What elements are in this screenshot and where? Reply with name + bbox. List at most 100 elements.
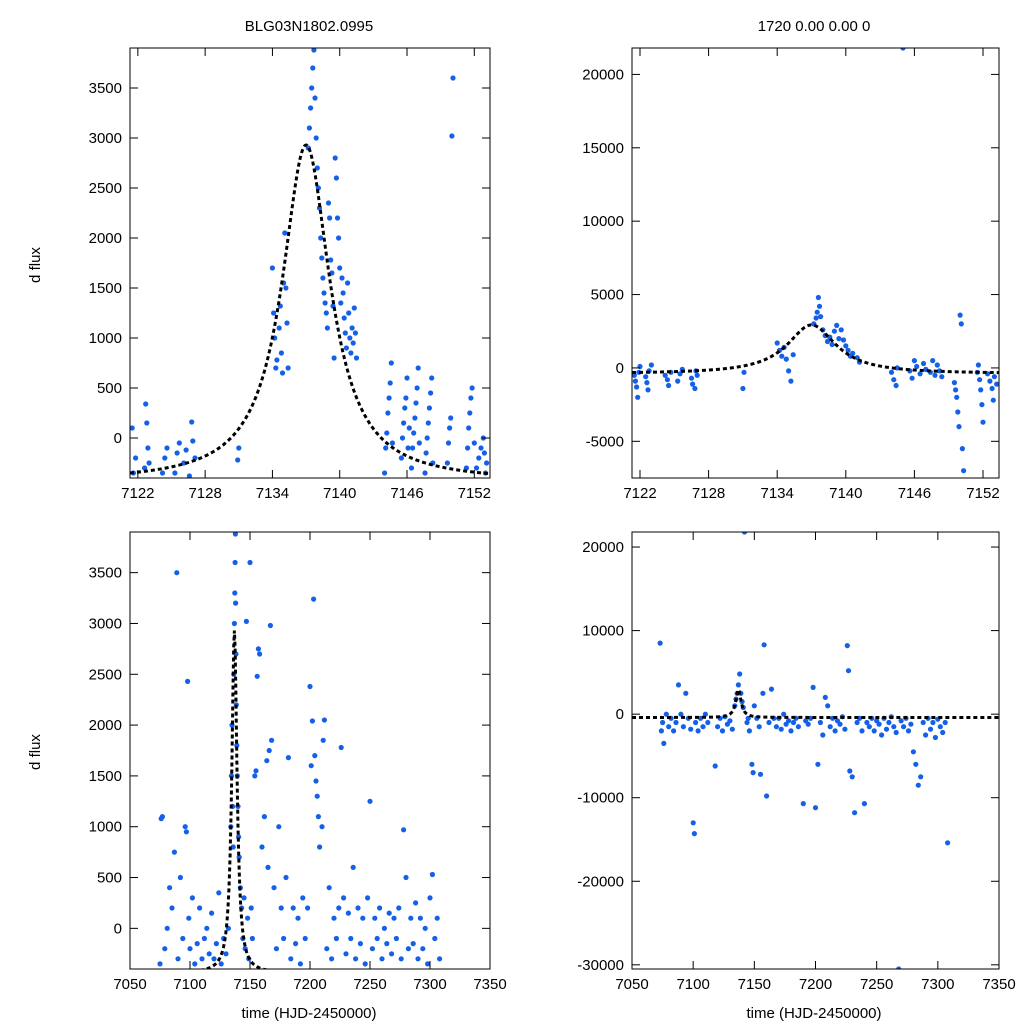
data-point bbox=[422, 470, 428, 476]
data-point bbox=[324, 946, 330, 952]
data-point bbox=[269, 265, 275, 271]
data-point bbox=[382, 470, 388, 476]
data-point bbox=[171, 849, 177, 855]
data-point bbox=[768, 686, 775, 692]
data-point bbox=[852, 810, 858, 816]
data-point bbox=[408, 915, 414, 921]
data-point bbox=[939, 374, 945, 380]
data-point bbox=[285, 755, 291, 761]
data-point bbox=[351, 305, 357, 311]
data-point bbox=[259, 844, 265, 850]
x-tick-label: 7300 bbox=[921, 976, 954, 993]
data-point bbox=[174, 450, 180, 456]
data-point bbox=[836, 336, 842, 342]
data-point bbox=[427, 895, 433, 901]
data-point bbox=[159, 470, 166, 476]
y-tick-label: 2000 bbox=[89, 717, 122, 734]
data-point bbox=[177, 874, 183, 881]
x-tick-label: 7350 bbox=[473, 976, 506, 993]
y-tick-label: 500 bbox=[97, 380, 122, 397]
y-tick-label: 3500 bbox=[89, 80, 122, 97]
data-point bbox=[386, 910, 392, 916]
data-point bbox=[888, 369, 895, 375]
data-point bbox=[341, 895, 347, 901]
data-point bbox=[702, 711, 709, 717]
data-point bbox=[411, 430, 417, 436]
data-point bbox=[337, 265, 343, 271]
data-point bbox=[389, 440, 395, 446]
data-point bbox=[169, 905, 175, 911]
data-point bbox=[342, 330, 348, 336]
data-point bbox=[788, 378, 794, 384]
data-point bbox=[632, 372, 637, 378]
data-point bbox=[300, 895, 306, 901]
x-tick-label: 7150 bbox=[738, 976, 771, 993]
data-point bbox=[273, 365, 279, 371]
data-points bbox=[657, 532, 951, 969]
data-point bbox=[333, 175, 339, 181]
data-point bbox=[319, 824, 325, 830]
data-point bbox=[737, 671, 743, 677]
panel-top-left: 7122 7128 7134 7140 7146 7152 0 500 1000 1500 2000… bbox=[89, 47, 491, 502]
data-point bbox=[680, 724, 687, 730]
x-tick-label: 7200 bbox=[293, 976, 326, 993]
data-point bbox=[911, 358, 918, 364]
data-point bbox=[783, 356, 789, 362]
data-point bbox=[977, 377, 983, 383]
data-point bbox=[408, 465, 415, 471]
data-point bbox=[236, 854, 242, 860]
y-tick-label: 10000 bbox=[582, 213, 624, 230]
data-point bbox=[332, 155, 338, 161]
panel-title-left: BLG03N1802.0995 bbox=[245, 18, 373, 35]
data-point bbox=[448, 415, 454, 421]
data-point bbox=[281, 935, 287, 942]
data-point bbox=[871, 728, 877, 734]
data-point bbox=[416, 440, 422, 446]
data-point bbox=[248, 905, 254, 911]
data-point bbox=[688, 375, 695, 381]
data-point bbox=[338, 300, 344, 306]
data-point bbox=[766, 719, 772, 726]
data-point bbox=[341, 315, 347, 321]
data-point bbox=[232, 532, 238, 537]
model-curve bbox=[130, 143, 490, 476]
data-point bbox=[183, 829, 189, 835]
data-point bbox=[658, 728, 665, 734]
data-point bbox=[401, 420, 407, 426]
data-point bbox=[838, 327, 844, 333]
y-tick-label: 20000 bbox=[582, 66, 624, 83]
data-point bbox=[484, 460, 490, 466]
data-point bbox=[285, 365, 291, 371]
data-point bbox=[279, 370, 286, 376]
data-point bbox=[398, 455, 404, 461]
data-point bbox=[336, 235, 342, 241]
data-point bbox=[956, 424, 962, 430]
data-point bbox=[387, 380, 393, 386]
y-tick-label: 20000 bbox=[582, 539, 624, 556]
data-point bbox=[189, 895, 195, 901]
data-point bbox=[693, 719, 699, 726]
data-point bbox=[320, 737, 326, 743]
y-tick-label: 0 bbox=[616, 360, 624, 377]
data-point bbox=[918, 774, 924, 780]
data-point bbox=[837, 721, 843, 727]
x-tick-label: 7150 bbox=[233, 976, 266, 993]
data-point bbox=[847, 768, 853, 774]
data-point bbox=[264, 758, 270, 764]
plot-frame bbox=[129, 47, 491, 479]
data-point bbox=[445, 440, 452, 446]
data-point bbox=[661, 740, 667, 747]
data-point bbox=[437, 956, 443, 962]
data-point bbox=[815, 294, 822, 301]
data-point bbox=[666, 724, 672, 730]
data-point bbox=[934, 362, 940, 368]
data-point bbox=[377, 905, 383, 911]
x-tick-label: 7350 bbox=[982, 976, 1015, 993]
data-point bbox=[849, 774, 855, 780]
data-point bbox=[350, 864, 356, 871]
data-point bbox=[313, 778, 319, 784]
data-point bbox=[900, 48, 906, 51]
data-point bbox=[311, 596, 317, 602]
data-point bbox=[691, 831, 698, 837]
data-point bbox=[675, 682, 682, 688]
